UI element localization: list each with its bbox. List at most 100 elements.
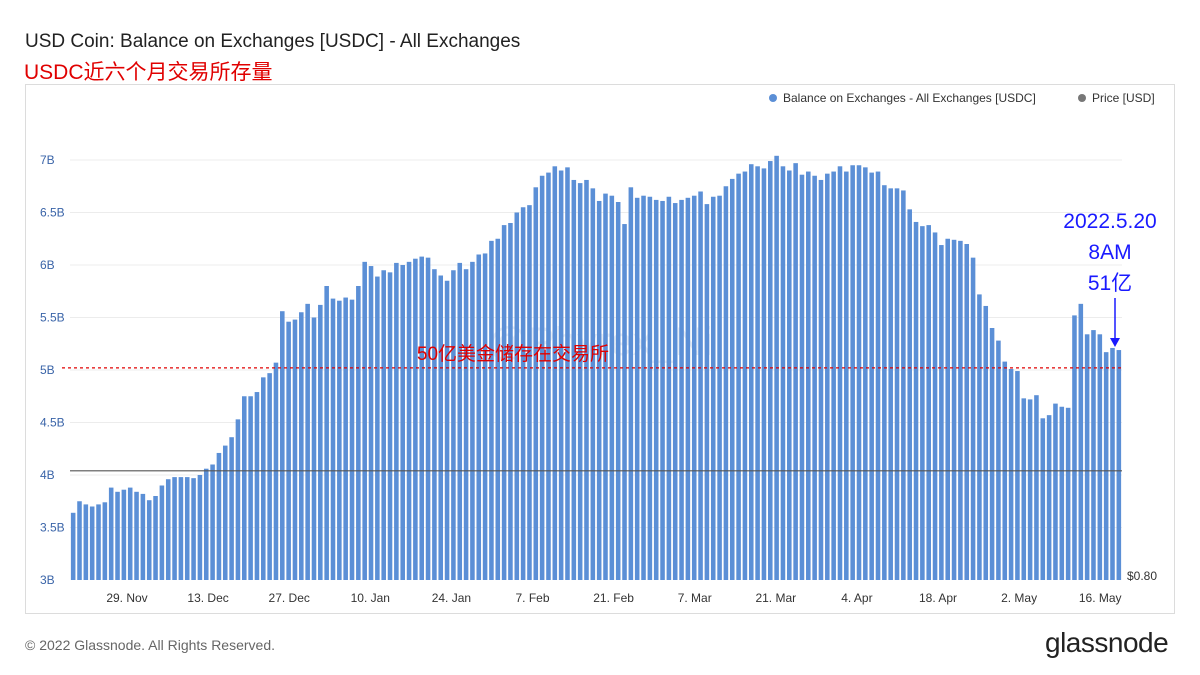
bar[interactable] — [1091, 330, 1096, 580]
bar[interactable] — [558, 170, 564, 581]
bar[interactable] — [70, 512, 76, 580]
bar[interactable] — [926, 225, 931, 580]
bar[interactable] — [666, 196, 672, 580]
bar[interactable] — [685, 197, 691, 581]
bar[interactable] — [996, 340, 1001, 580]
bar[interactable] — [1040, 418, 1046, 580]
bar[interactable] — [939, 245, 944, 581]
bar[interactable] — [653, 199, 659, 580]
bar[interactable] — [210, 464, 215, 581]
bar[interactable] — [159, 485, 165, 581]
bar[interactable] — [768, 161, 773, 581]
bar[interactable] — [419, 256, 424, 580]
bar[interactable] — [964, 244, 970, 580]
bar[interactable] — [400, 265, 405, 580]
bar[interactable] — [356, 286, 361, 580]
bar[interactable] — [901, 190, 906, 580]
bar[interactable] — [96, 504, 101, 580]
bar[interactable] — [254, 392, 260, 580]
bar[interactable] — [799, 174, 805, 580]
bar[interactable] — [463, 269, 469, 580]
bar[interactable] — [197, 475, 203, 580]
bar[interactable] — [203, 468, 209, 580]
bar[interactable] — [1065, 407, 1071, 580]
bar[interactable] — [634, 197, 640, 581]
bar[interactable] — [698, 191, 703, 581]
bar[interactable] — [178, 477, 184, 580]
bar[interactable] — [343, 297, 348, 580]
bar[interactable] — [191, 478, 196, 580]
bar[interactable] — [286, 321, 291, 580]
bar[interactable] — [641, 195, 646, 580]
bar[interactable] — [539, 175, 545, 580]
bar[interactable] — [108, 487, 114, 580]
bar[interactable] — [1103, 352, 1109, 580]
bar[interactable] — [723, 186, 729, 580]
bar[interactable] — [660, 200, 665, 580]
bar[interactable] — [368, 266, 374, 580]
bar[interactable] — [831, 171, 836, 581]
bar[interactable] — [406, 261, 412, 580]
bar[interactable] — [127, 487, 133, 580]
bar[interactable] — [1110, 347, 1115, 580]
bar[interactable] — [457, 262, 463, 580]
bar[interactable] — [869, 172, 874, 580]
bar[interactable] — [565, 167, 570, 580]
bar[interactable] — [1053, 403, 1058, 580]
bar[interactable] — [1097, 334, 1103, 580]
bar[interactable] — [812, 175, 817, 580]
bar[interactable] — [628, 187, 634, 581]
bar[interactable] — [324, 286, 329, 580]
bar[interactable] — [267, 373, 272, 580]
bar[interactable] — [299, 312, 304, 580]
bar[interactable] — [375, 276, 380, 580]
bar[interactable] — [115, 491, 120, 580]
bar[interactable] — [672, 203, 678, 581]
bar[interactable] — [394, 262, 399, 580]
bar[interactable] — [755, 166, 760, 581]
bar[interactable] — [603, 193, 608, 580]
bar[interactable] — [146, 500, 152, 580]
bar[interactable] — [438, 275, 444, 581]
bar[interactable] — [501, 225, 507, 580]
bar[interactable] — [495, 238, 501, 580]
bar[interactable] — [381, 270, 386, 580]
bar[interactable] — [514, 212, 520, 581]
bar[interactable] — [729, 178, 735, 580]
bar[interactable] — [533, 187, 539, 581]
bar[interactable] — [1072, 315, 1077, 580]
bar[interactable] — [806, 171, 811, 581]
bar[interactable] — [425, 257, 431, 580]
bar[interactable] — [121, 489, 127, 580]
bar[interactable] — [761, 168, 767, 580]
bar[interactable] — [77, 501, 82, 580]
bar[interactable] — [856, 165, 862, 580]
bar[interactable] — [134, 491, 139, 580]
bar[interactable] — [489, 240, 494, 580]
bar[interactable] — [248, 396, 253, 580]
bar[interactable] — [527, 205, 532, 580]
bar[interactable] — [710, 196, 716, 580]
bar[interactable] — [647, 196, 653, 580]
bar[interactable] — [590, 188, 596, 580]
bar[interactable] — [89, 506, 95, 581]
bar[interactable] — [913, 221, 919, 580]
bar[interactable] — [1021, 398, 1027, 580]
bar[interactable] — [261, 377, 266, 580]
bar[interactable] — [622, 224, 627, 581]
legend-item-price[interactable]: Price [USD] — [1078, 91, 1155, 105]
bar[interactable] — [102, 502, 108, 580]
bar[interactable] — [337, 300, 342, 580]
bar[interactable] — [482, 253, 488, 580]
bar[interactable] — [780, 166, 786, 581]
bar[interactable] — [596, 200, 602, 580]
legend-item-balance[interactable]: Balance on Exchanges - All Exchanges [US… — [769, 91, 1036, 105]
bar[interactable] — [1078, 303, 1084, 580]
bar[interactable] — [945, 238, 950, 580]
bar[interactable] — [1008, 368, 1014, 580]
bar[interactable] — [444, 280, 450, 580]
bar[interactable] — [875, 171, 881, 581]
bar[interactable] — [837, 166, 843, 581]
bar[interactable] — [1027, 399, 1033, 580]
bar[interactable] — [691, 195, 697, 580]
